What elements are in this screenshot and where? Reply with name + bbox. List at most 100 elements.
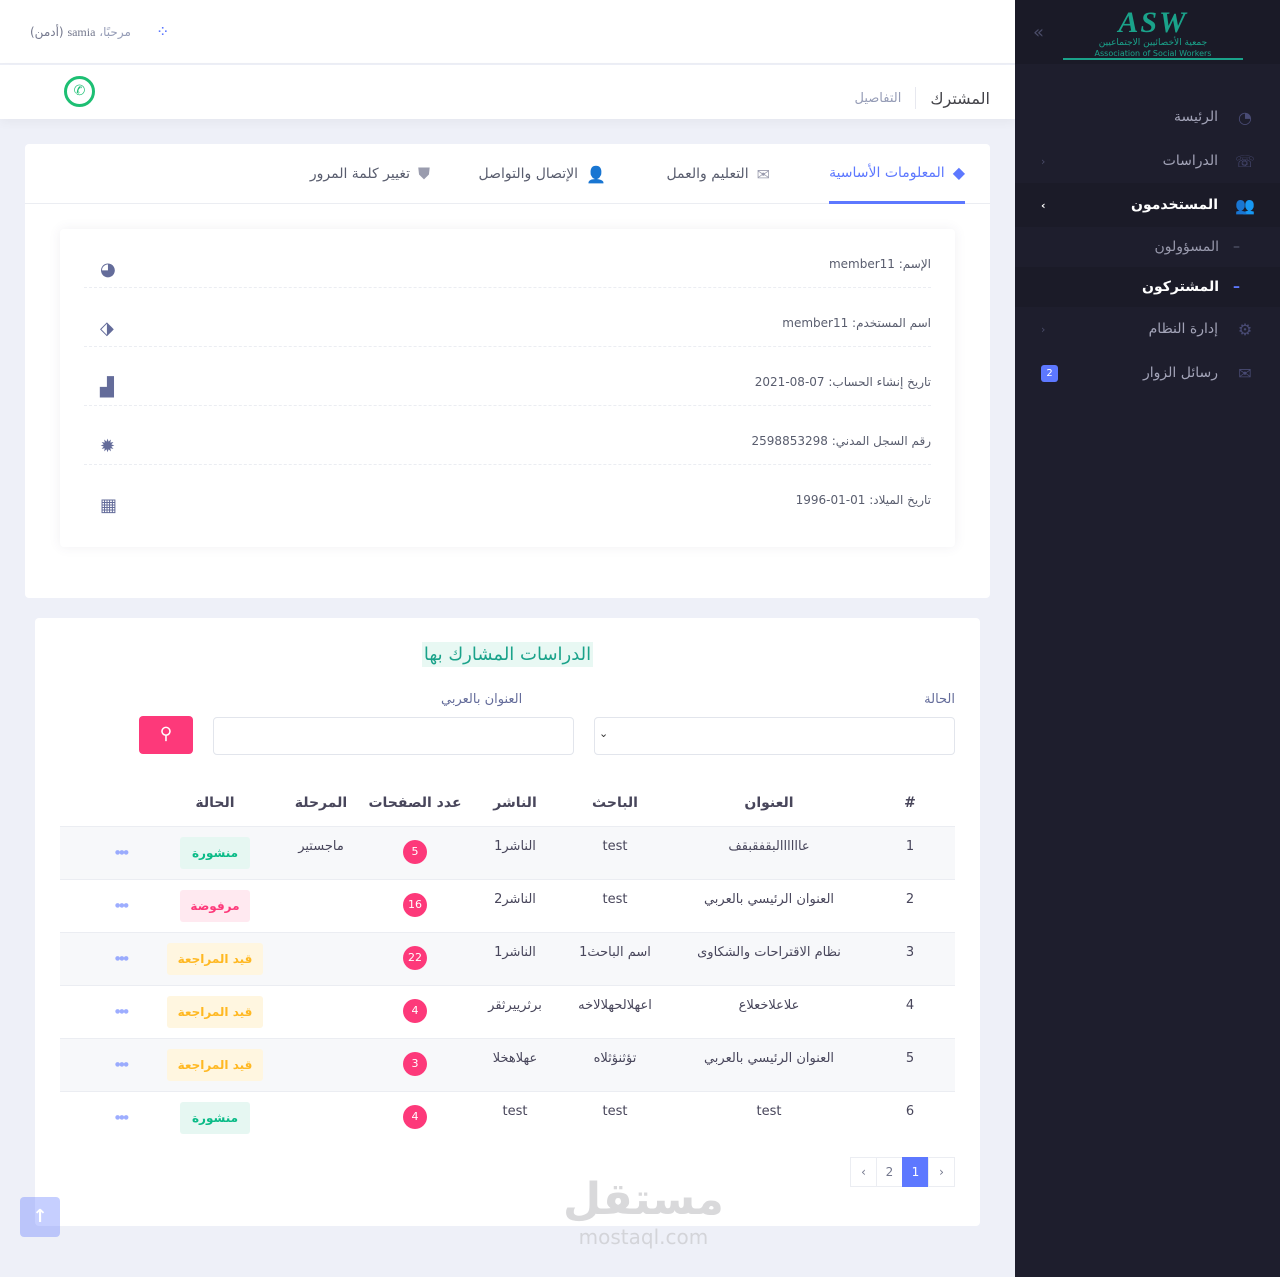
cell-title[interactable]: العنوان الرئيسي بالعربي — [703, 1051, 835, 1066]
calendar-icon: ▦ — [100, 495, 118, 516]
page-button[interactable]: 2 — [876, 1157, 903, 1187]
cell-publisher: الناشر1 — [494, 945, 536, 960]
sidebar-subitem-members[interactable]: – المشتركون — [1015, 267, 1280, 307]
more-actions-icon[interactable]: ●●● — [115, 849, 129, 856]
sidebar-item-label: الرئيسة — [1174, 109, 1218, 125]
studies-card: الدراسات المشارك بها الحالة ⌄ العنوان با… — [35, 618, 980, 1226]
cell-publisher: الناشر1 — [494, 839, 536, 854]
table-row: 2 العنوان الرئيسي بالعربي test الناشر2 16 مرف… — [60, 879, 955, 932]
cell-researcher: test — [602, 1104, 628, 1119]
chevron-down-icon: ⌄ — [599, 727, 609, 740]
arrow-up-icon: ↑ — [32, 1206, 48, 1227]
scroll-top-button[interactable]: ↑ — [20, 1197, 60, 1237]
cell-stage: ماجستير — [298, 839, 344, 854]
info-panel: الإسم: member11 ◕ اسم المستخدم: member11 ⬗… — [60, 229, 955, 547]
cell-publisher: عهلاهخلا — [492, 1051, 538, 1066]
sidebar-item-messages[interactable]: ✉ رسائل الزوار 2 — [1015, 351, 1280, 395]
breadcrumb[interactable]: التفاصيل — [854, 90, 902, 106]
tab-education-work[interactable]: ✉ التعليم والعمل — [666, 144, 770, 204]
logo-text: ASW — [1118, 6, 1188, 39]
status-badge: مرفوضة — [180, 890, 250, 922]
cell-title[interactable]: عاااااالبقفقبقف — [728, 839, 810, 854]
col-header: العنوان — [744, 795, 794, 811]
watermark-ar: مستقل — [563, 1174, 724, 1225]
pagination: ‹ 2 1 › — [850, 1157, 955, 1187]
status-badge: منشورة — [180, 1102, 250, 1134]
table-row: 3 نظام الاقتراحات والشكاوى اسم الباحث1 النا… — [60, 932, 955, 985]
menu-dots-icon[interactable]: ⁘ — [156, 22, 170, 41]
status-badge: قيد المراجعة — [167, 943, 263, 975]
status-select[interactable]: ⌄ — [594, 717, 955, 755]
collapse-sidebar-icon[interactable]: « — [1033, 22, 1045, 43]
cell-researcher: test — [602, 892, 628, 907]
sidebar-item-studies[interactable]: ☏ الدراسات ‹ — [1015, 139, 1280, 183]
logo[interactable]: ASW جمعية الأخصائيين الاجتماعيين Associa… — [1063, 8, 1243, 62]
divider — [915, 87, 917, 109]
cell-title[interactable]: علاعلاخعلاع — [738, 998, 800, 1013]
profile-card: ◆ المعلومات الأساسية ✉ التعليم والعمل 👤 الإ… — [25, 144, 990, 598]
col-header: المرحلة — [294, 795, 348, 811]
cell-researcher: اعهلالحهلالاخه — [578, 998, 652, 1013]
more-actions-icon[interactable]: ●●● — [115, 955, 129, 962]
info-username: اسم المستخدم: member11 ⬗ — [84, 288, 931, 347]
tab-contact[interactable]: 👤 الإتصال والتواصل — [479, 144, 606, 204]
chart-icon: ▟ — [100, 377, 114, 398]
dash-icon: – — [1233, 239, 1240, 255]
status-badge: قيد المراجعة — [167, 1049, 263, 1081]
table-row: 1 عاااااالبقفقبقف test الناشر1 ماجستير 5 منشور… — [60, 826, 955, 879]
user-greeting[interactable]: مرحبًا، samia (أدمن) — [30, 25, 131, 40]
info-created: تاريخ إنشاء الحساب: 07-08-2021 ▟ — [84, 347, 931, 406]
count-badge: 2 — [1041, 364, 1058, 382]
watermark: مستقل mostaql.com — [563, 1174, 724, 1250]
shield-icon: ⛊ — [417, 164, 430, 183]
tab-label: المعلومات الأساسية — [829, 164, 945, 181]
col-header: الناشر — [493, 795, 537, 811]
logo-ar: جمعية الأخصائيين الاجتماعيين — [1098, 38, 1208, 48]
cell-title[interactable]: نظام الاقتراحات والشكاوى — [697, 945, 841, 960]
more-actions-icon[interactable]: ●●● — [115, 902, 129, 909]
user-name: samia — [67, 25, 96, 39]
tab-label: الإتصال والتواصل — [478, 166, 579, 182]
cell-title[interactable]: العنوان الرئيسي بالعربي — [703, 892, 835, 907]
tab-basic-info[interactable]: ◆ المعلومات الأساسية — [829, 144, 965, 204]
sub-header: ✆ المشترك التفاصيل — [0, 65, 1015, 119]
prev-page-button[interactable]: ‹ — [850, 1157, 877, 1187]
user-icon: 👤 — [586, 164, 606, 184]
tab-change-password[interactable]: ⛊ تغيير كلمة المرور — [310, 144, 430, 204]
sidebar-item-label: المشتركون — [1142, 279, 1219, 295]
title-filter-label: العنوان بالعربي — [441, 692, 523, 707]
title-search-input[interactable] — [213, 717, 574, 755]
pages-count-badge: 5 — [403, 840, 427, 864]
info-text: تاريخ إنشاء الحساب: 07-08-2021 — [754, 375, 931, 389]
col-header: الحالة — [195, 795, 235, 811]
page-button-current[interactable]: 1 — [902, 1157, 929, 1187]
pie-chart-icon: ◕ — [100, 259, 116, 280]
whatsapp-icon[interactable]: ✆ — [64, 76, 95, 107]
chevron-icon: › — [1041, 198, 1046, 212]
more-actions-icon[interactable]: ●●● — [115, 1008, 129, 1015]
logo-en: Association of Social Workers — [1063, 49, 1243, 60]
table-row: 5 العنوان الرئيسي بالعربي تؤثنؤثلاه عهلاهخل… — [60, 1038, 955, 1091]
cell-publisher: برثرييرثقر — [488, 998, 542, 1013]
tab-label: تغيير كلمة المرور — [309, 166, 410, 182]
tag-icon: ⬗ — [100, 318, 114, 339]
search-button[interactable]: ⚲ — [139, 716, 193, 754]
sidebar-item-system[interactable]: ⚙ إدارة النظام ‹ — [1015, 307, 1280, 351]
dashboard-icon: ◔ — [1238, 107, 1252, 127]
cell-researcher: test — [602, 839, 628, 854]
next-page-button[interactable]: › — [928, 1157, 955, 1187]
sidebar-subitem-admins[interactable]: – المسؤولون — [1015, 227, 1280, 267]
sidebar-item-home[interactable]: ◔ الرئيسة — [1015, 95, 1280, 139]
sidebar-item-users[interactable]: 👥 المستخدمون › — [1015, 183, 1280, 227]
more-actions-icon[interactable]: ●●● — [115, 1114, 129, 1121]
user-role: (أدمن) — [30, 25, 64, 39]
info-text: اسم المستخدم: member11 — [782, 316, 931, 330]
cell-n: 1 — [905, 839, 915, 854]
cell-title[interactable]: test — [756, 1104, 782, 1119]
sidebar-item-label: المسؤولون — [1154, 239, 1219, 255]
sidebar-item-label: رسائل الزوار — [1143, 365, 1218, 381]
pages-count-badge: 16 — [403, 893, 427, 917]
sidebar-header: ASW جمعية الأخصائيين الاجتماعيين Associa… — [1015, 0, 1280, 64]
more-actions-icon[interactable]: ●●● — [115, 1061, 129, 1068]
tab-label: التعليم والعمل — [666, 166, 749, 182]
